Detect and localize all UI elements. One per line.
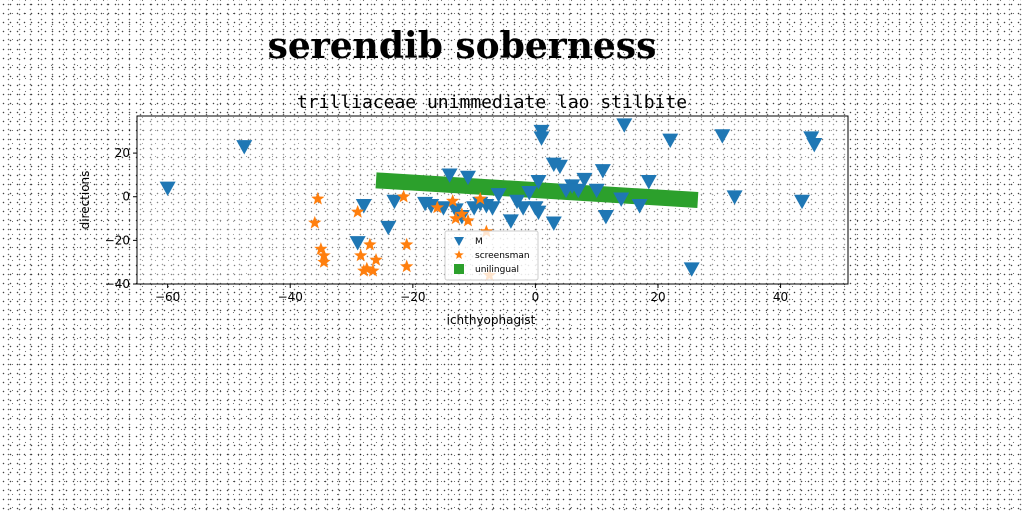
plot-marks (159, 118, 823, 281)
data-point-screensman (397, 189, 411, 203)
data-point-screensman (455, 207, 469, 220)
y-tick-label: −40 (105, 277, 130, 291)
legend-box (444, 230, 539, 281)
data-point-screensman (430, 200, 444, 214)
y-axis-ticks: −40 −20 0 20 (105, 146, 137, 291)
data-point-M (349, 236, 366, 251)
data-point-screensman (360, 261, 374, 275)
x-tick-label: 20 (650, 290, 665, 304)
data-point-M (794, 194, 811, 210)
y-tick-label: −20 (105, 233, 130, 247)
data-point-M (588, 183, 605, 199)
data-point-M (355, 199, 372, 214)
data-point-M (570, 183, 587, 199)
data-point-screensman (461, 213, 475, 227)
x-tick-label: −60 (155, 290, 180, 304)
data-point-M (484, 201, 501, 216)
series-line-unilingual (375, 172, 699, 208)
figure-title: serendib soberness (268, 25, 657, 67)
data-point-screensman (400, 259, 414, 273)
data-point-M (613, 192, 630, 207)
data-point-M (806, 137, 823, 153)
data-point-screensman (311, 191, 325, 205)
data-point-M (545, 216, 562, 231)
chart-title: trilliaceae unimmediate lao stilbite (297, 92, 687, 113)
data-point-M (441, 168, 458, 183)
x-tick-label: −40 (278, 290, 303, 304)
data-point-M (640, 175, 657, 190)
data-point-M (594, 164, 611, 179)
data-point-screensman (317, 255, 331, 268)
x-tick-label: 40 (773, 290, 788, 304)
data-point-screensman (366, 263, 380, 277)
data-point-M (386, 194, 403, 210)
data-point-M (490, 188, 507, 203)
data-point-M (597, 209, 614, 225)
data-point-M (521, 185, 538, 201)
data-point-M (423, 199, 440, 214)
data-point-M (502, 214, 519, 229)
data-point-M (662, 133, 679, 148)
legend-label-M: M (475, 237, 483, 247)
data-point-M (459, 170, 476, 186)
y-tick-label: 20 (115, 146, 130, 160)
data-point-M (236, 140, 253, 155)
data-point-screensman (354, 248, 368, 262)
data-point-M (616, 118, 633, 133)
data-point-M (631, 199, 648, 214)
data-point-M (515, 201, 532, 216)
y-axis-label: directions (78, 171, 92, 230)
data-point-M (533, 131, 550, 146)
data-point-screensman (449, 211, 463, 225)
data-point-screensman (317, 248, 331, 262)
data-point-M (551, 159, 568, 175)
data-point-screensman (314, 242, 328, 255)
data-point-M (530, 205, 547, 220)
data-point-M (435, 201, 452, 216)
legend-label-screensman: screensman (475, 251, 530, 261)
data-point-M (726, 190, 743, 205)
legend-swatch-unilingual (454, 264, 464, 274)
data-point-screensman (369, 253, 383, 266)
data-point-M (159, 181, 176, 196)
x-tick-label: 0 (532, 290, 540, 304)
data-point-M (530, 175, 547, 190)
x-tick-label: −20 (400, 290, 425, 304)
y-tick-label: 0 (122, 190, 130, 204)
legend-label-unilingual: unilingual (475, 265, 519, 275)
data-point-screensman (446, 194, 460, 207)
data-point-screensman (308, 215, 322, 229)
data-point-M (576, 172, 593, 188)
data-point-screensman (473, 191, 487, 205)
x-axis-label: ichthyophagist (447, 313, 536, 327)
data-point-screensman (400, 237, 414, 251)
legend-swatch-M (454, 237, 464, 246)
data-point-M (380, 220, 397, 236)
data-point-screensman (351, 205, 365, 218)
data-point-M (714, 129, 731, 144)
data-point-screensman (363, 237, 377, 251)
data-point-M (683, 262, 700, 277)
data-point-screensman (357, 263, 371, 277)
x-axis-ticks: −60 −40 −20 0 20 40 (155, 284, 788, 304)
legend-swatch-screensman (454, 250, 464, 259)
